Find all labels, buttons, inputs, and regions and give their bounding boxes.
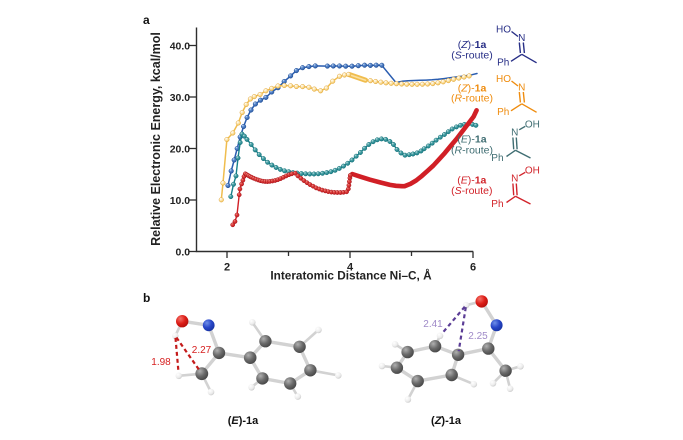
svg-text:Relative Electronic Energy, kc: Relative Electronic Energy, kcal/mol xyxy=(149,32,163,246)
svg-text:Ph: Ph xyxy=(491,199,503,210)
svg-text:Ph: Ph xyxy=(497,107,509,118)
svg-text:N: N xyxy=(511,173,518,184)
svg-text:30.0: 30.0 xyxy=(170,93,190,104)
svg-text:(R-route): (R-route) xyxy=(451,144,493,156)
svg-text:b: b xyxy=(143,291,150,305)
svg-text:2.25: 2.25 xyxy=(468,331,488,342)
svg-text:6: 6 xyxy=(470,261,476,273)
svg-text:(S-route): (S-route) xyxy=(451,50,492,62)
svg-text:N: N xyxy=(518,33,525,44)
svg-text:4: 4 xyxy=(347,261,354,273)
svg-text:(E)-1a: (E)-1a xyxy=(228,415,259,427)
svg-text:10.0: 10.0 xyxy=(170,196,190,207)
svg-text:N: N xyxy=(511,127,518,138)
svg-text:40.0: 40.0 xyxy=(170,41,190,52)
svg-text:2: 2 xyxy=(224,261,230,273)
svg-text:Interatomic Distance Ni–C, Å: Interatomic Distance Ni–C, Å xyxy=(270,269,432,283)
svg-text:(Z)-1a: (Z)-1a xyxy=(431,415,462,427)
svg-text:(Z)-1a: (Z)-1a xyxy=(458,39,487,51)
svg-text:(E)-1a: (E)-1a xyxy=(457,175,486,187)
svg-text:20.0: 20.0 xyxy=(170,144,190,155)
svg-text:0.0: 0.0 xyxy=(176,247,191,258)
svg-text:N: N xyxy=(518,83,525,94)
svg-text:2.27: 2.27 xyxy=(192,345,212,356)
svg-text:2.41: 2.41 xyxy=(423,319,443,330)
svg-text:OH: OH xyxy=(525,166,540,177)
svg-text:(R-route): (R-route) xyxy=(451,93,493,105)
svg-text:HO: HO xyxy=(496,74,511,85)
svg-text:(Z)-1a: (Z)-1a xyxy=(458,83,487,95)
svg-text:1.98: 1.98 xyxy=(151,357,171,368)
svg-text:a: a xyxy=(143,13,150,27)
svg-text:HO: HO xyxy=(496,25,511,36)
svg-text:Ph: Ph xyxy=(497,58,509,69)
svg-text:(E)-1a: (E)-1a xyxy=(457,133,486,145)
svg-text:OH: OH xyxy=(525,120,540,131)
svg-text:(S-route): (S-route) xyxy=(451,185,492,197)
svg-text:Ph: Ph xyxy=(491,153,503,164)
